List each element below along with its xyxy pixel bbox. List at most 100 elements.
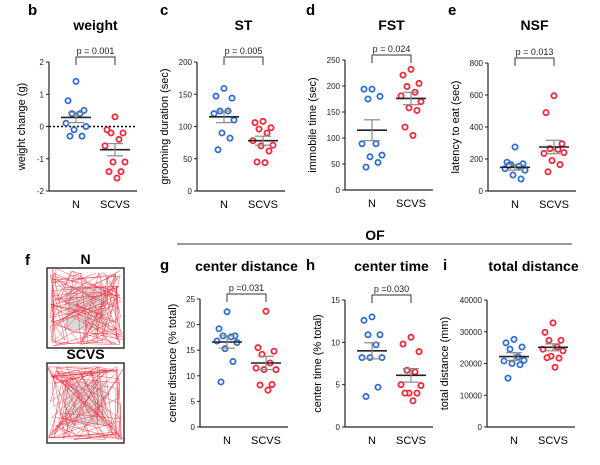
data-point-scvs [269,141,277,149]
y-axis-label: weight change (g) [16,83,28,171]
chart-title: weight [72,17,118,33]
y-tick-label: 200 [327,82,341,91]
data-point-n [500,357,508,365]
data-point-n [210,110,218,118]
data-point-n [376,331,384,339]
x-tick-label: N [368,198,376,210]
y-tick-label: 20 [186,321,195,330]
chart-i: i total distance 0 10000 20000 30000 40000 tota… [439,257,579,447]
data-point-scvs [117,168,125,176]
data-point-scvs [264,386,272,394]
data-point-scvs [401,389,409,397]
data-point-scvs [256,381,264,389]
x-tick-label: SCVS [248,199,278,211]
data-point-n [368,85,376,93]
y-tick-label: 50 [183,155,192,164]
data-point-n [502,339,510,347]
data-point-n [360,85,368,93]
data-point-n [70,126,78,134]
data-point-scvs [399,71,407,79]
y-axis-label: latency to eat (sec) [450,81,462,174]
y-axis-label: immobile time (sec) [307,77,319,172]
data-point-n [509,171,517,179]
data-point-scvs [551,363,559,371]
data-point-n [218,129,226,137]
data-point-n [214,146,222,154]
data-point-scvs [407,65,415,73]
data-point-scvs [544,168,552,176]
data-point-n [72,77,80,85]
data-point-n [518,343,526,351]
data-point-n [229,357,237,365]
x-tick-label: SCVS [396,435,426,447]
panel-label: h [306,257,315,274]
data-point-scvs [415,348,423,356]
x-tick-label: N [510,435,518,447]
chart-title: total distance [488,258,578,274]
panel-label: e [448,2,456,19]
y-tick-label: 2 [40,58,45,67]
significance-bracket [223,56,264,65]
chart-title: center distance [195,258,298,274]
data-point-scvs [257,142,265,150]
x-tick-label: SCVS [251,435,281,447]
data-point-n [521,166,529,174]
chart-b: b weight 2 1 0 -1 -2 weight change (g) N SCVS p = … [16,2,137,211]
data-point-scvs [401,123,409,131]
data-point-scvs [105,168,113,176]
y-tick-label: 20000 [460,360,483,369]
data-point-scvs [261,159,269,167]
x-tick-label: N [72,199,80,211]
data-point-n [64,97,72,105]
y-axis-label: center distance (% total) [167,304,179,423]
data-point-scvs [545,336,553,344]
y-tick-label: 10 [186,372,195,381]
data-point-n [506,345,514,353]
data-point-scvs [558,140,566,148]
x-tick-label: SCVS [396,198,426,210]
x-tick-label: N [223,435,231,447]
data-point-n [362,393,370,401]
y-tick-label: 15 [186,346,195,355]
data-point-scvs [411,368,419,376]
chart-e: e NSF 0 200 400 600 800 latency to eat (sec) N SC… [448,2,576,211]
data-point-scvs [272,366,280,374]
data-point-scvs [548,157,556,165]
chart-h: h center time 0 5 10 15 center time (% total) N… [306,257,433,447]
x-tick-label: SCVS [539,199,569,211]
locomotion-track [47,365,124,441]
of-section-label: OF [365,227,385,243]
panel-label: c [160,2,168,19]
y-tick-label: 100 [327,134,341,143]
data-point-scvs [107,129,115,137]
data-point-n [358,140,366,148]
y-tick-label: 0 [478,423,483,432]
chart-title: ST [235,17,253,33]
data-point-scvs [253,158,261,166]
y-tick-label: 150 [179,90,193,99]
data-point-scvs [556,161,564,169]
y-axis-label: total distance (mm) [439,317,451,411]
x-tick-label: SCVS [100,199,130,211]
panel-label: i [443,257,447,274]
data-point-n [511,143,519,151]
data-point-n [66,132,74,140]
locomotion-track [49,267,124,347]
panel-label: f [25,252,31,269]
significance-bracket [371,294,412,303]
chart-g: g center distance 0 5 10 15 20 25 center distanc… [160,257,298,447]
y-tick-label: 5 [191,397,196,406]
data-point-scvs [540,149,548,157]
p-value: p = 0.013 [516,47,554,57]
data-point-scvs [542,109,550,117]
open-field-panel: f N SCVS [25,251,125,444]
data-point-scvs [403,83,411,91]
data-point-scvs [101,142,109,150]
data-point-scvs [254,344,262,352]
data-point-scvs [259,117,267,125]
data-point-n [360,316,368,324]
chart-title: FST [378,17,405,33]
data-point-n [516,361,524,369]
p-value: p =0.031 [229,283,264,293]
p-value: p =0.030 [374,284,409,294]
